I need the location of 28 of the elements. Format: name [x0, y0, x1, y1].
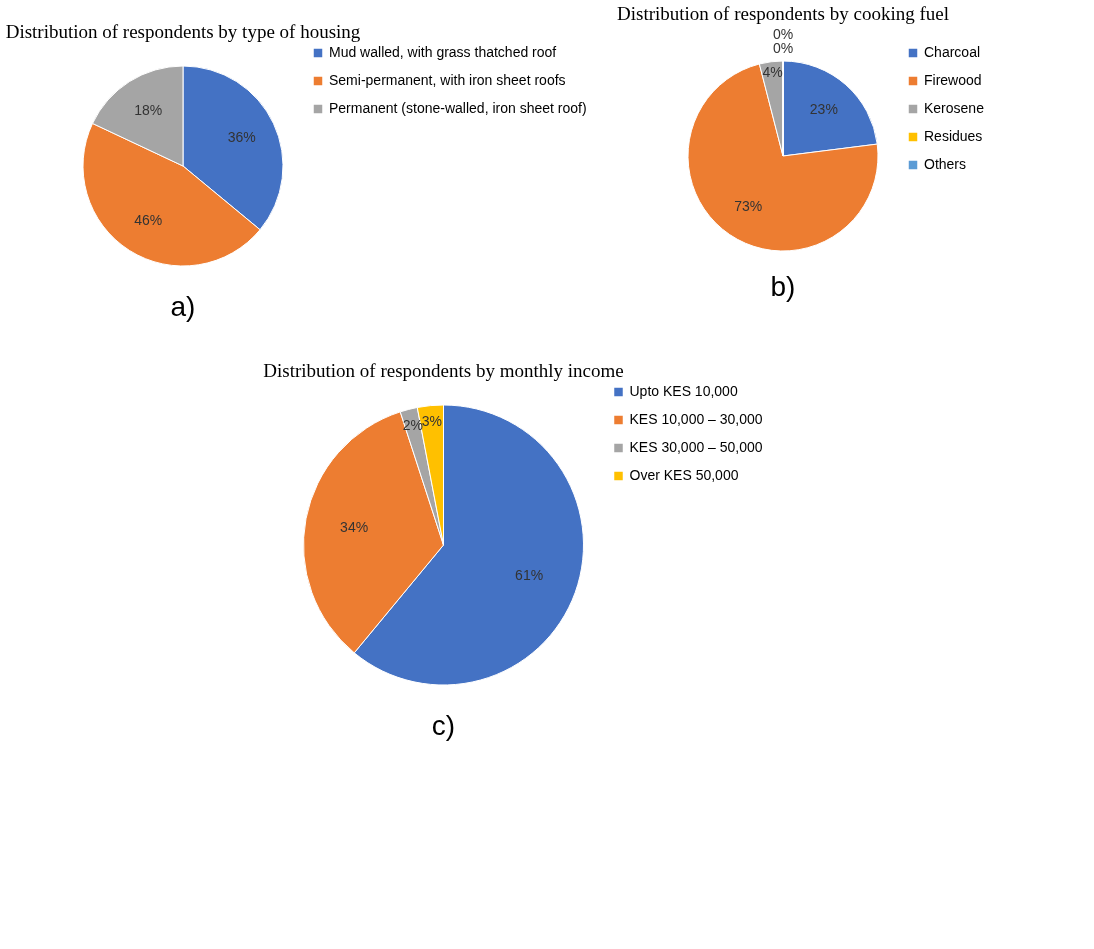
- data-label: 23%: [809, 100, 838, 117]
- legend-label: Charcoal: [924, 44, 981, 60]
- text: b): [770, 271, 796, 302]
- legend-label: Semi-permanent, with iron sheet roofs: [329, 72, 566, 88]
- text: c): [431, 710, 456, 741]
- data-label: 36%: [227, 129, 256, 146]
- chart-title: Distribution of respondents by type of housing: [5, 21, 361, 42]
- chart-title: Distribution of respondents by cooking fuel: [617, 3, 949, 24]
- data-label: 18%: [134, 102, 163, 119]
- chart-title: Distribution of respondents by monthly income: [263, 360, 624, 381]
- data-label: 61%: [515, 566, 544, 583]
- legend-label: Firewood: [924, 72, 982, 88]
- legend-label: Residues: [924, 128, 983, 144]
- text: 0%: [772, 26, 794, 42]
- data-label: 73%: [734, 198, 763, 215]
- data-label: 34%: [340, 518, 369, 535]
- legend-label: KES 30,000 – 50,000: [629, 439, 763, 455]
- legend-label: Over KES 50,000: [629, 467, 739, 483]
- data-label: 46%: [134, 211, 163, 228]
- legend-label: Upto KES 10,000: [629, 383, 738, 399]
- legend-label: KES 10,000 – 30,000: [629, 411, 763, 427]
- legend-label: Others: [924, 156, 967, 172]
- legend-label: Mud walled, with grass thatched roof: [329, 44, 557, 60]
- text: a): [170, 291, 196, 322]
- legend-label: Kerosene: [924, 100, 985, 116]
- pie-slice: [687, 63, 879, 252]
- legend-label: Permanent (stone-walled, iron sheet roof): [329, 100, 587, 116]
- text: 0%: [772, 40, 794, 56]
